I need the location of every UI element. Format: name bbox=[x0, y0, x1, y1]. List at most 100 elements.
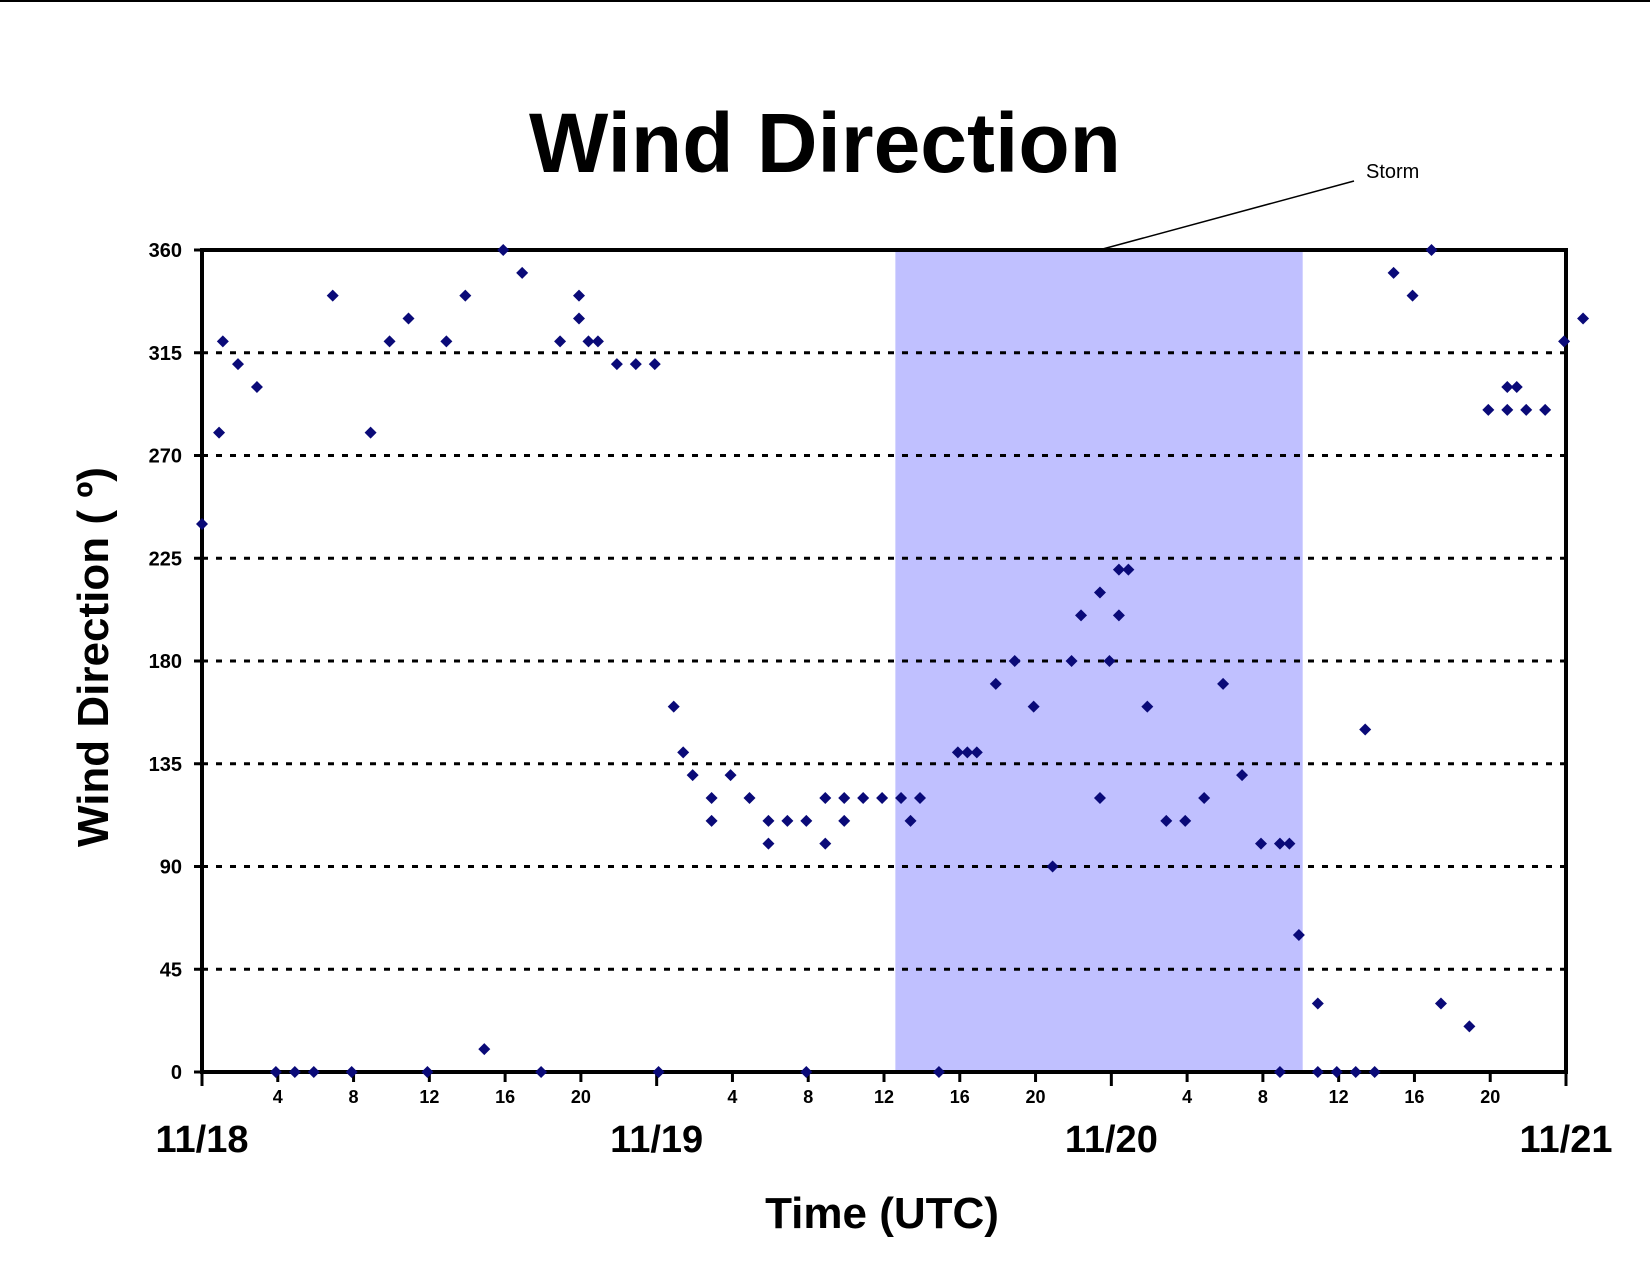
data-point bbox=[1292, 929, 1305, 941]
x-day-label: 11/21 bbox=[1520, 1119, 1613, 1161]
data-point bbox=[932, 1066, 945, 1078]
data-point bbox=[857, 792, 870, 804]
data-point bbox=[1501, 381, 1514, 393]
data-point bbox=[1368, 1066, 1381, 1078]
data-point bbox=[216, 335, 229, 348]
data-point bbox=[1501, 403, 1514, 416]
data-point bbox=[1065, 655, 1078, 667]
data-point bbox=[1122, 563, 1135, 576]
x-tick-label: 16 bbox=[1404, 1087, 1424, 1107]
x-day-label: 11/20 bbox=[1065, 1119, 1158, 1161]
y-tick-label: 90 bbox=[160, 857, 182, 879]
data-point bbox=[1311, 997, 1324, 1010]
data-point bbox=[1198, 792, 1211, 804]
x-tick-label: 8 bbox=[349, 1087, 359, 1107]
data-point bbox=[762, 837, 775, 850]
data-point bbox=[421, 1066, 434, 1078]
data-point bbox=[1520, 403, 1533, 416]
y-axis-title: Wind Direction ( º) bbox=[69, 467, 118, 847]
data-point bbox=[1160, 814, 1173, 827]
x-tick-label: 8 bbox=[1258, 1087, 1268, 1107]
y-tick-label: 360 bbox=[149, 240, 182, 262]
x-tick-label: 20 bbox=[571, 1087, 591, 1107]
data-point bbox=[1075, 609, 1088, 622]
y-tick-label: 45 bbox=[160, 959, 182, 981]
data-point bbox=[1510, 381, 1523, 393]
data-point bbox=[554, 335, 567, 348]
data-point bbox=[743, 792, 756, 804]
data-point bbox=[800, 814, 813, 827]
data-point bbox=[819, 792, 832, 804]
top-border bbox=[0, 0, 1650, 2]
data-point bbox=[383, 335, 396, 348]
data-point bbox=[895, 792, 908, 804]
data-point bbox=[572, 312, 585, 325]
data-point bbox=[913, 792, 926, 804]
data-point bbox=[838, 792, 851, 804]
data-point bbox=[1330, 1066, 1343, 1078]
data-point bbox=[1558, 335, 1571, 348]
data-point bbox=[705, 792, 718, 804]
data-point bbox=[800, 1066, 813, 1078]
data-point bbox=[1539, 403, 1552, 416]
y-tick-label: 315 bbox=[149, 343, 182, 365]
data-point bbox=[1577, 312, 1590, 325]
x-tick-label: 12 bbox=[1329, 1087, 1349, 1107]
x-tick-label: 20 bbox=[1480, 1087, 1500, 1107]
data-point bbox=[1112, 609, 1125, 622]
x-tick-label: 12 bbox=[419, 1087, 439, 1107]
data-point bbox=[667, 700, 680, 713]
data-point bbox=[961, 746, 974, 759]
x-axis-title: Time (UTC) bbox=[765, 1189, 999, 1238]
data-point bbox=[686, 769, 699, 782]
data-point bbox=[1425, 244, 1438, 256]
data-point bbox=[781, 814, 794, 827]
data-point bbox=[1027, 700, 1040, 713]
data-point bbox=[677, 746, 690, 759]
data-point bbox=[970, 746, 983, 759]
data-point bbox=[876, 792, 889, 804]
storm-label: Storm bbox=[1366, 161, 1419, 183]
data-point bbox=[478, 1043, 491, 1056]
data-point bbox=[1254, 837, 1267, 850]
x-tick-label: 4 bbox=[273, 1087, 283, 1107]
data-point bbox=[196, 518, 208, 530]
data-point bbox=[535, 1066, 548, 1078]
data-point bbox=[231, 358, 244, 371]
data-point bbox=[1046, 860, 1059, 873]
data-point bbox=[402, 312, 415, 325]
data-point bbox=[497, 244, 510, 256]
x-tick-label: 8 bbox=[803, 1087, 813, 1107]
data-point bbox=[1008, 655, 1021, 667]
y-tick-label: 135 bbox=[149, 754, 182, 776]
data-point bbox=[1311, 1066, 1324, 1078]
data-point bbox=[610, 358, 623, 371]
data-point bbox=[288, 1066, 301, 1078]
data-point bbox=[459, 289, 472, 302]
data-point bbox=[904, 814, 917, 827]
x-tick-label: 20 bbox=[1026, 1087, 1046, 1107]
data-point bbox=[572, 289, 585, 302]
data-point bbox=[326, 289, 339, 302]
data-point bbox=[724, 769, 737, 782]
data-point bbox=[1141, 700, 1154, 713]
data-point bbox=[1482, 403, 1495, 416]
data-point bbox=[989, 677, 1002, 690]
data-point bbox=[705, 814, 718, 827]
x-tick-label: 4 bbox=[727, 1087, 737, 1107]
data-point bbox=[762, 814, 775, 827]
y-tick-label: 270 bbox=[149, 446, 182, 468]
data-point bbox=[1273, 837, 1286, 850]
data-point bbox=[591, 335, 604, 348]
data-point bbox=[364, 426, 377, 439]
data-point bbox=[1406, 289, 1419, 302]
data-point bbox=[1387, 266, 1400, 279]
data-point bbox=[1283, 837, 1296, 850]
data-point bbox=[1103, 655, 1116, 667]
data-point bbox=[1093, 792, 1106, 804]
x-tick-label: 16 bbox=[950, 1087, 970, 1107]
data-point bbox=[516, 266, 529, 279]
data-point bbox=[1359, 723, 1372, 736]
data-point bbox=[1217, 677, 1230, 690]
